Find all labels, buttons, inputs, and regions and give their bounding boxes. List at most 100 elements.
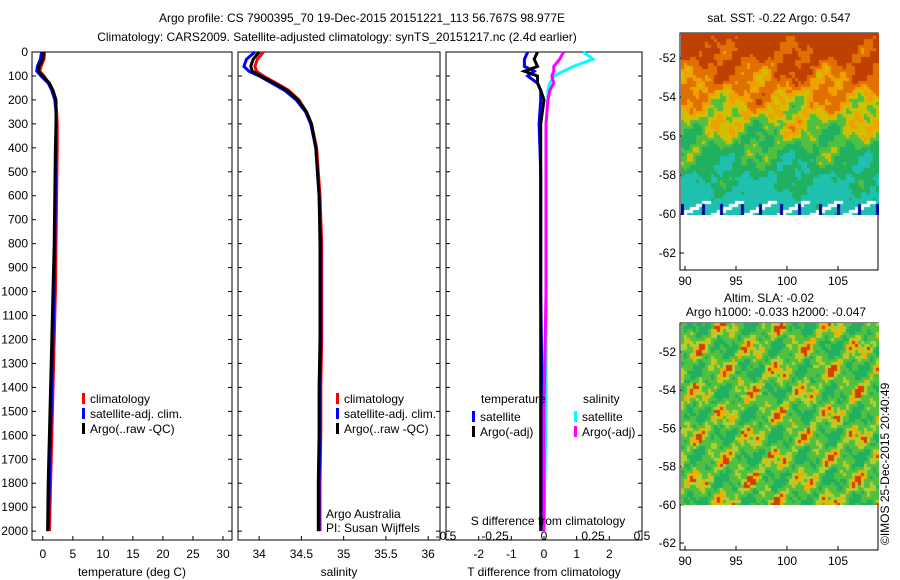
y-tick-label: 1300 [1, 356, 28, 370]
sla-map [681, 323, 879, 505]
legend-label: satellite [480, 410, 521, 424]
lat-tick-label: -62 [659, 536, 677, 550]
lat-tick-label: -60 [659, 207, 677, 221]
y-tick-label: 800 [8, 237, 28, 251]
sst-map [681, 33, 879, 215]
series-line-t-argo-adj- [520, 51, 546, 532]
legend-swatch [336, 393, 339, 404]
credit-text: ©IMOS 25-Dec-2015 20:40:49 [878, 382, 892, 545]
series-line-s-argo-adj- [542, 51, 565, 532]
x2-tick-label: -0.25 [481, 529, 509, 543]
x-tick-label: 36 [421, 547, 435, 561]
lat-tick-label: -58 [659, 460, 677, 474]
lon-tick-label: 95 [729, 274, 743, 288]
plot-frame [237, 51, 441, 541]
x-tick-label: 25 [186, 547, 200, 561]
x-tick-label: 15 [126, 547, 140, 561]
y-tick-label: 700 [8, 213, 28, 227]
sla-map-title-1: Altim. SLA: -0.02 [724, 291, 814, 305]
series-line-satellite-adj-clim- [242, 50, 323, 532]
legend-label: satellite-adj. clim. [344, 407, 436, 421]
legend-swatch [336, 423, 339, 434]
title-line-2: Climatology: CARS2009. Satellite-adjuste… [97, 30, 577, 44]
legend-label: Argo(..raw -QC) [90, 422, 175, 436]
legend-label: climatology [344, 392, 404, 406]
x-tick-label: 0 [39, 547, 46, 561]
legend-swatch [82, 408, 85, 419]
lon-tick-label: 90 [678, 274, 692, 288]
y-tick-label: 2000 [1, 524, 28, 538]
x-tick-label: -2 [473, 547, 484, 561]
y-tick-label: 400 [8, 141, 28, 155]
legend-swatch [472, 411, 475, 422]
x-tick-label: 34 [252, 547, 266, 561]
lat-tick-label: -60 [659, 498, 677, 512]
title-line-1: Argo profile: CS 7900395_70 19-Dec-2015 … [159, 11, 565, 25]
lat-tick-label: -62 [659, 246, 677, 260]
legend-swatch [574, 411, 577, 422]
lon-tick-label: 100 [777, 274, 797, 288]
y-tick-label: 600 [8, 189, 28, 203]
x-tick-label: -1 [506, 547, 517, 561]
annotation-line: PI: Susan Wijffels [326, 521, 420, 535]
x-tick-label: 34.5 [290, 547, 314, 561]
legend-label: Argo(-adj) [480, 425, 533, 439]
legend-label: satellite [582, 410, 623, 424]
y-tick-label: 1000 [1, 285, 28, 299]
legend-label: Argo(-adj) [582, 425, 635, 439]
x-axis-label: T difference from climatology [467, 565, 621, 579]
y-tick-label: 0 [21, 45, 28, 59]
x-axis-label: salinity [321, 565, 358, 579]
legend-header: salinity [583, 392, 620, 406]
x-tick-label: 1 [573, 547, 580, 561]
legend-label: satellite-adj. clim. [90, 407, 182, 421]
plot-frame [31, 51, 233, 541]
x2-tick-label: -0.5 [436, 529, 457, 543]
y-tick-label: 1100 [2, 309, 28, 323]
x-tick-label: 2 [606, 547, 613, 561]
lat-tick-label: -54 [659, 90, 677, 104]
y-tick-label: 900 [8, 261, 28, 275]
x-axis-label: temperature (deg C) [78, 565, 186, 579]
y-tick-label: 1700 [1, 452, 28, 466]
x2-tick-label: 0 [541, 529, 548, 543]
series-line-argo-raw-qc- [37, 51, 58, 532]
legend-swatch [82, 393, 85, 404]
x-tick-label: 35 [337, 547, 351, 561]
x-tick-label: 5 [69, 547, 76, 561]
y-tick-label: 1500 [1, 404, 28, 418]
legend-swatch [336, 408, 339, 419]
lat-tick-label: -54 [659, 383, 677, 397]
lon-tick-label: 95 [729, 554, 743, 568]
lon-tick-label: 105 [828, 554, 848, 568]
y-tick-label: 1900 [1, 500, 28, 514]
lon-tick-label: 100 [777, 554, 797, 568]
sst-map-title: sat. SST: -0.22 Argo: 0.547 [707, 11, 851, 25]
x2-tick-label: 0.25 [581, 529, 605, 543]
x-tick-label: 20 [156, 547, 170, 561]
series-line-s-satellite [542, 50, 597, 532]
series-line-argo-raw-qc- [249, 51, 322, 532]
legend-label: Argo(..raw -QC) [344, 422, 429, 436]
legend-label: climatology [90, 392, 150, 406]
x2-tick-label: 0.5 [634, 529, 651, 543]
y-tick-label: 200 [8, 93, 28, 107]
y-tick-label: 500 [8, 165, 28, 179]
sla-map-title-2: Argo h1000: -0.033 h2000: -0.047 [686, 305, 866, 319]
lat-tick-label: -56 [659, 421, 677, 435]
y-tick-label: 1400 [1, 380, 28, 394]
annotation-line: Argo Australia [326, 507, 401, 521]
x-tick-label: 30 [216, 547, 230, 561]
lat-tick-label: -58 [659, 168, 677, 182]
legend-swatch [472, 426, 475, 437]
legend-swatch [82, 423, 85, 434]
y-tick-label: 1600 [1, 428, 28, 442]
y-tick-label: 100 [8, 69, 28, 83]
x-tick-label: 35.5 [374, 547, 398, 561]
y-tick-label: 1800 [1, 476, 28, 490]
lat-tick-label: -56 [659, 129, 677, 143]
y-tick-label: 300 [8, 117, 28, 131]
y-tick-label: 1200 [1, 332, 28, 346]
